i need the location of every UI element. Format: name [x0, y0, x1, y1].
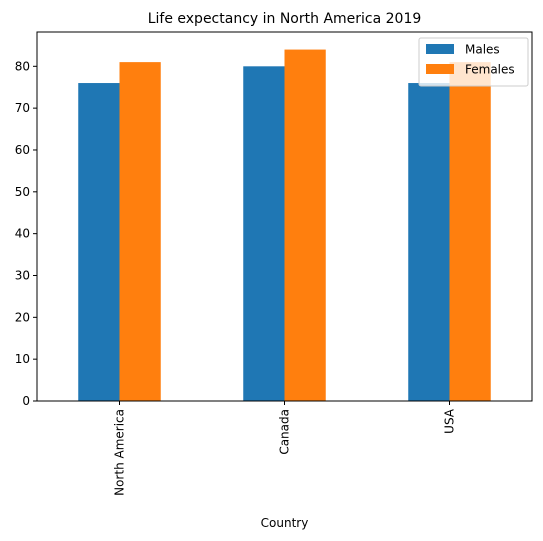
- x-tick-label: Canada: [278, 409, 292, 455]
- bar-males-canada: [243, 66, 285, 401]
- legend-label-females: Females: [465, 63, 515, 77]
- x-tick-label: North America: [113, 409, 127, 496]
- y-axis: 0 10 20 30 40 50 60 70 80: [15, 59, 37, 408]
- y-tick-label: 60: [15, 143, 30, 157]
- y-tick-label: 80: [15, 59, 30, 73]
- x-tick-label: USA: [443, 408, 457, 434]
- y-tick-label: 30: [15, 268, 30, 282]
- y-tick-label: 20: [15, 310, 30, 324]
- y-tick-label: 10: [15, 352, 30, 366]
- chart-title: Life expectancy in North America 2019: [148, 11, 422, 27]
- x-axis-label: Country: [261, 516, 309, 530]
- legend-items: Males Females: [426, 43, 515, 77]
- legend-swatch-males: [426, 44, 454, 54]
- bar-males-usa: [408, 83, 450, 401]
- y-tick-label: 70: [15, 101, 30, 115]
- legend-label-males: Males: [465, 43, 500, 57]
- x-axis: North America Canada USA: [113, 401, 457, 496]
- y-tick-label: 40: [15, 227, 30, 241]
- bar-females-north-america: [119, 62, 161, 402]
- bars-group: [78, 49, 491, 402]
- legend-swatch-females: [426, 64, 454, 74]
- bar-females-canada: [284, 49, 326, 401]
- bar-males-north-america: [78, 83, 120, 401]
- y-tick-label: 50: [15, 185, 30, 199]
- bar-females-usa: [449, 62, 491, 402]
- legend: Males Females: [418, 37, 529, 87]
- y-tick-label: 0: [22, 394, 30, 408]
